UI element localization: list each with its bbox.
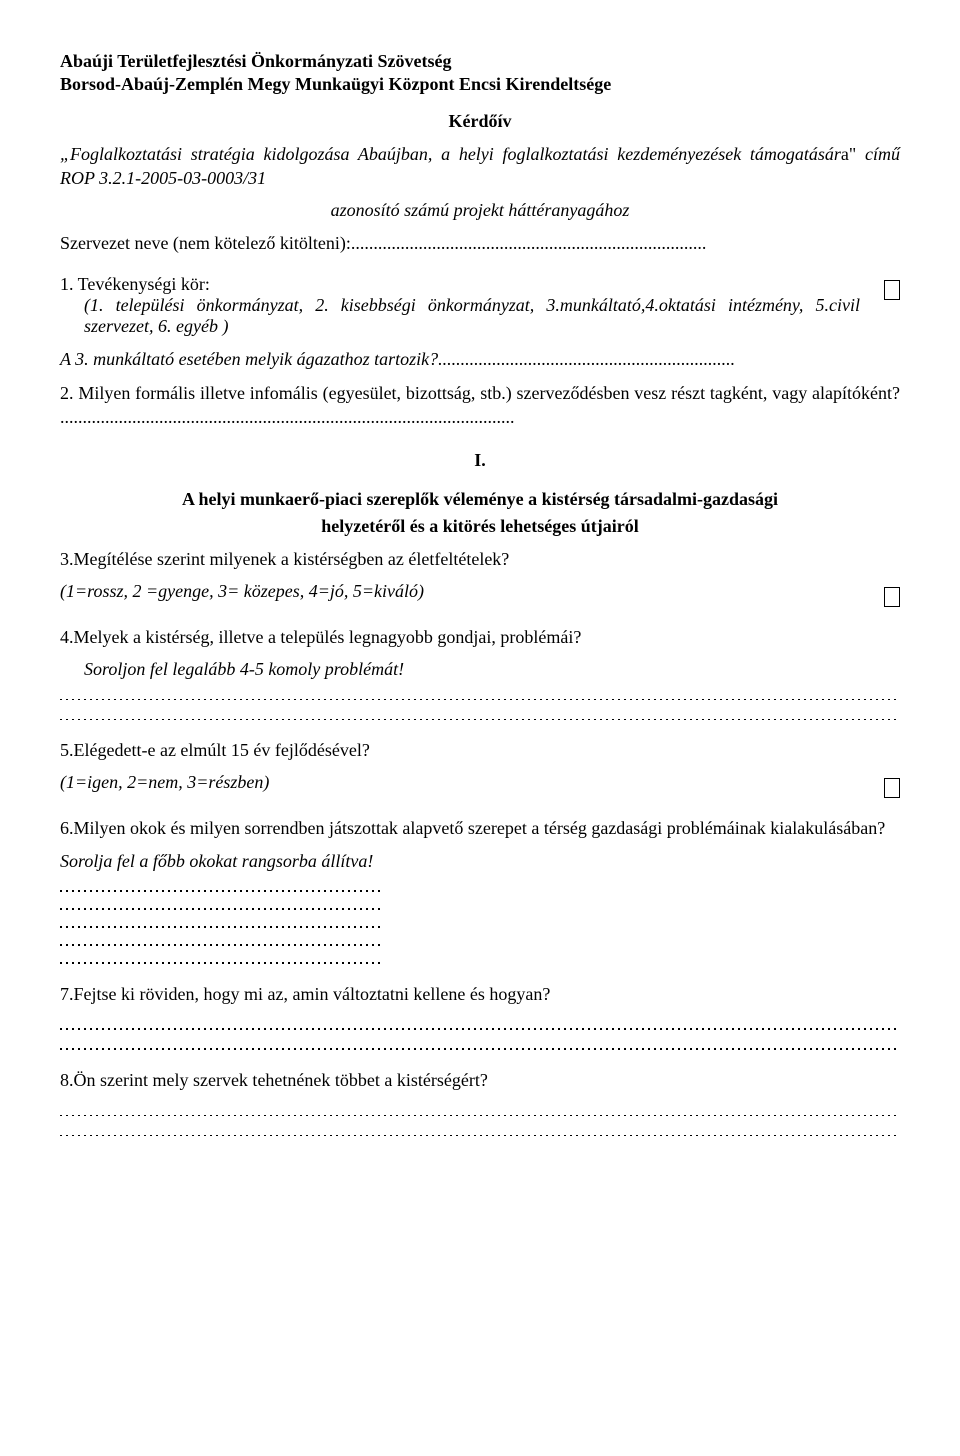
q6-answer-line-1 [60,878,380,892]
header-line-1: Abaúji Területfejlesztési Önkormányzati … [60,50,900,73]
section-1-number: I. [60,450,900,471]
header-line-2: Borsod-Abaúj-Zemplén Megy Munkaügyi Közp… [60,73,900,96]
q4-answer-line-1 [60,686,900,700]
q1-label: 1. Tevékenységi kör: [60,274,860,295]
question-7: 7.Fejtse ki röviden, hogy mi az, amin vá… [60,982,900,1006]
intro-italic-prefix: „Foglalkoztatási stratégia kidolgozása A… [60,144,841,164]
q1b: A 3. munkáltató esetében melyik ágazatho… [60,347,900,371]
q5-checkbox[interactable] [884,778,900,798]
question-4: 4.Melyek a kistérség, illetve a települé… [60,625,900,649]
question-3: 3.Megítélése szerint milyenek a kistérsé… [60,547,900,571]
q8-answer-line-1 [60,1102,900,1116]
q4-answer-line-2 [60,706,900,720]
q5-scale-row: (1=igen, 2=nem, 3=részben) [60,772,900,798]
intro-plain: a" [841,144,865,164]
q6-answer-line-3 [60,914,380,928]
q1-options: (1. települési önkormányzat, 2. kisebbsé… [60,295,860,337]
q3-scale: (1=rossz, 2 =gyenge, 3= közepes, 4=jó, 5… [60,581,860,602]
q4-hint: Soroljon fel legalább 4-5 komoly problém… [60,659,900,680]
intro-sub: azonosító számú projekt háttéranyagához [60,200,900,221]
section-1-title-a: A helyi munkaerő-piaci szereplők vélemén… [60,489,900,510]
q7-answer-line-2 [60,1036,900,1050]
question-2: 2. Milyen formális illetve infomális (eg… [60,381,900,430]
intro-paragraph: „Foglalkoztatási stratégia kidolgozása A… [60,142,900,191]
document-title: Kérdőív [60,111,900,132]
q3-checkbox[interactable] [884,587,900,607]
q6-answer-line-2 [60,896,380,910]
question-1: 1. Tevékenységi kör: (1. települési önko… [60,274,900,337]
q6-hint: Sorolja fel a főbb okokat rangsorba állí… [60,851,900,872]
question-8: 8.Ön szerint mely szervek tehetnének töb… [60,1068,900,1092]
q6-answer-line-4 [60,932,380,946]
section-1-title-b: helyzetéről és a kitörés lehetséges útja… [60,516,900,537]
org-name-field: Szervezet neve (nem kötelező kitölteni):… [60,231,900,255]
question-6: 6.Milyen okok és milyen sorrendben játsz… [60,816,900,840]
q7-answer-line-1 [60,1016,900,1030]
q5-scale: (1=igen, 2=nem, 3=részben) [60,772,860,793]
question-5: 5.Elégedett-e az elmúlt 15 év fejlődésév… [60,738,900,762]
q6-answer-line-5 [60,950,380,964]
q1-checkbox[interactable] [884,280,900,300]
q8-answer-line-2 [60,1122,900,1136]
q3-scale-row: (1=rossz, 2 =gyenge, 3= közepes, 4=jó, 5… [60,581,900,607]
